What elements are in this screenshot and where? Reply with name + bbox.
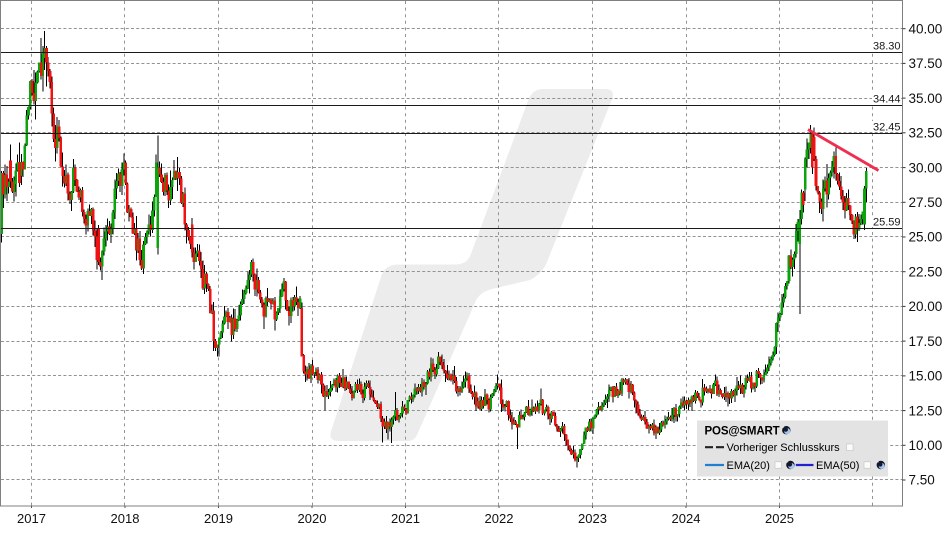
svg-text:Vorheriger Schlusskurs: Vorheriger Schlusskurs	[727, 442, 841, 454]
svg-text:12.50: 12.50	[909, 403, 943, 418]
svg-text:27.50: 27.50	[909, 195, 943, 210]
svg-text:EMA(20): EMA(20)	[727, 460, 770, 472]
svg-text:40.00: 40.00	[909, 21, 943, 36]
svg-text:15.00: 15.00	[909, 369, 943, 384]
svg-text:EMA(50): EMA(50)	[816, 460, 859, 472]
svg-text:32.45: 32.45	[873, 122, 901, 134]
svg-text:37.50: 37.50	[909, 56, 943, 71]
svg-text:35.00: 35.00	[909, 91, 943, 106]
svg-text:32.50: 32.50	[909, 126, 943, 141]
svg-text:2024: 2024	[672, 511, 701, 526]
svg-text:34.44: 34.44	[873, 94, 901, 106]
svg-text:2025: 2025	[765, 511, 794, 526]
svg-text:2020: 2020	[298, 511, 327, 526]
svg-text:20.00: 20.00	[909, 299, 943, 314]
svg-text:10.00: 10.00	[909, 438, 943, 453]
svg-text:25.59: 25.59	[873, 217, 901, 229]
svg-text:POS@SMART: POS@SMART	[705, 425, 780, 437]
svg-text:38.30: 38.30	[873, 41, 901, 53]
svg-text:7.50: 7.50	[909, 473, 935, 488]
svg-text:2018: 2018	[111, 511, 140, 526]
svg-text:2022: 2022	[485, 511, 514, 526]
svg-text:25.00: 25.00	[909, 230, 943, 245]
svg-text:2019: 2019	[204, 511, 233, 526]
svg-text:17.50: 17.50	[909, 334, 943, 349]
svg-text:2021: 2021	[391, 511, 420, 526]
svg-text:22.50: 22.50	[909, 264, 943, 279]
svg-text:30.00: 30.00	[909, 160, 943, 175]
svg-text:2023: 2023	[578, 511, 607, 526]
svg-text:2017: 2017	[17, 511, 46, 526]
